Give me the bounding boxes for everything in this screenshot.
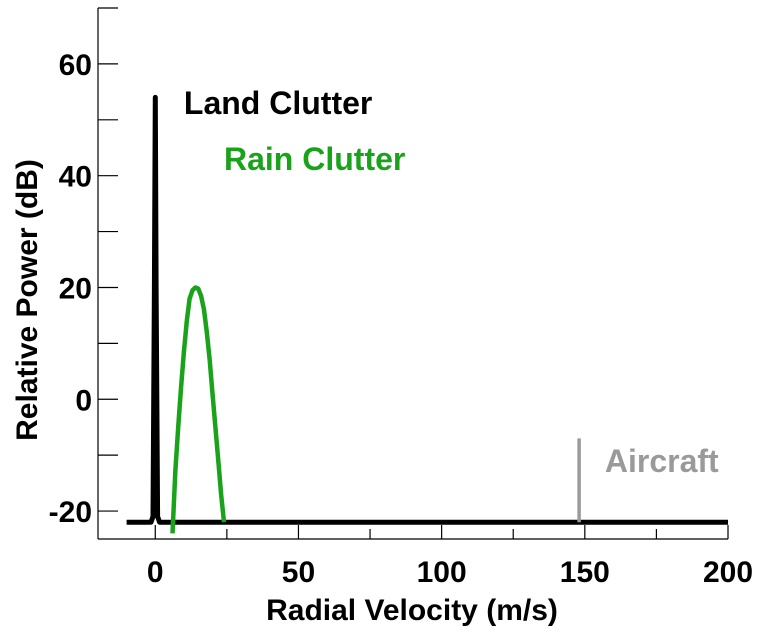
x-tick-label: 200 [703,556,753,589]
series-layer [126,94,728,534]
y-tick-label: 20 [59,272,92,305]
series-rain-clutter [170,285,227,534]
y-tick-label: 60 [59,49,92,82]
annotation-land-clutter: Land Clutter [184,85,372,121]
axes: -20 0 20 40 60 0 50 100 150 200 [49,7,753,589]
annotation-aircraft: Aircraft [605,443,719,479]
x-tick-label: 150 [560,556,610,589]
annotation-layer: Land Clutter Rain Clutter Aircraft [184,85,719,479]
y-axis-title: Relative Power (dB) [11,159,44,441]
x-tick-label: 100 [417,556,467,589]
annotation-rain-clutter: Rain Clutter [224,141,405,177]
y-tick-label: -20 [49,496,92,529]
x-tick-label: 50 [282,556,315,589]
series-land-clutter [126,94,728,525]
x-tick-label: 0 [147,556,164,589]
x-axis-title: Radial Velocity (m/s) [266,594,558,627]
y-tick-label: 40 [59,161,92,194]
y-tick-label: 0 [75,384,92,417]
